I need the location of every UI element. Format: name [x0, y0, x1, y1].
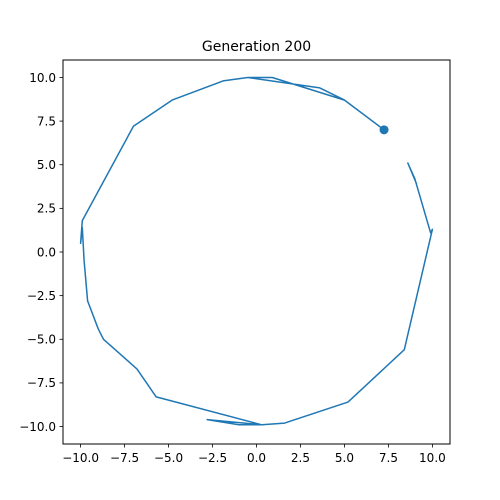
plot-content: [79, 76, 434, 426]
series-line: [79, 76, 434, 426]
chart-title: Generation 200: [202, 39, 311, 55]
y-tick-label: −2.5: [27, 289, 56, 303]
y-tick-label: −7.5: [27, 376, 56, 390]
x-tick-label: −2.5: [198, 451, 227, 465]
x-tick-label: 10.0: [419, 451, 446, 465]
x-tick-label: 0.0: [247, 451, 266, 465]
y-tick-label: −5.0: [27, 333, 56, 347]
y-tick-label: −10.0: [19, 420, 56, 434]
x-tick-label: −5.0: [154, 451, 183, 465]
y-tick-label: 7.5: [37, 114, 56, 128]
x-tick-label: 7.5: [379, 451, 398, 465]
x-tick-label: −10.0: [62, 451, 99, 465]
plot-frame: [62, 59, 451, 445]
x-tick-label: −7.5: [110, 451, 139, 465]
y-tick-label: 5.0: [37, 158, 56, 172]
y-tick-label: 2.5: [37, 202, 56, 216]
x-axis-ticks: −10.0 −7.5 −5.0 −2.5 0.0 2.5 5.0 7.5 10.0: [62, 444, 446, 465]
y-tick-label: 10.0: [29, 71, 56, 85]
x-tick-label: 5.0: [335, 451, 354, 465]
x-tick-label: 2.5: [291, 451, 310, 465]
y-axis-ticks: −10.0 −7.5 −5.0 −2.5 0.0 2.5 5.0 7.5 10.0: [19, 71, 63, 434]
y-tick-label: 0.0: [37, 245, 56, 259]
current-point-marker: [379, 125, 389, 135]
